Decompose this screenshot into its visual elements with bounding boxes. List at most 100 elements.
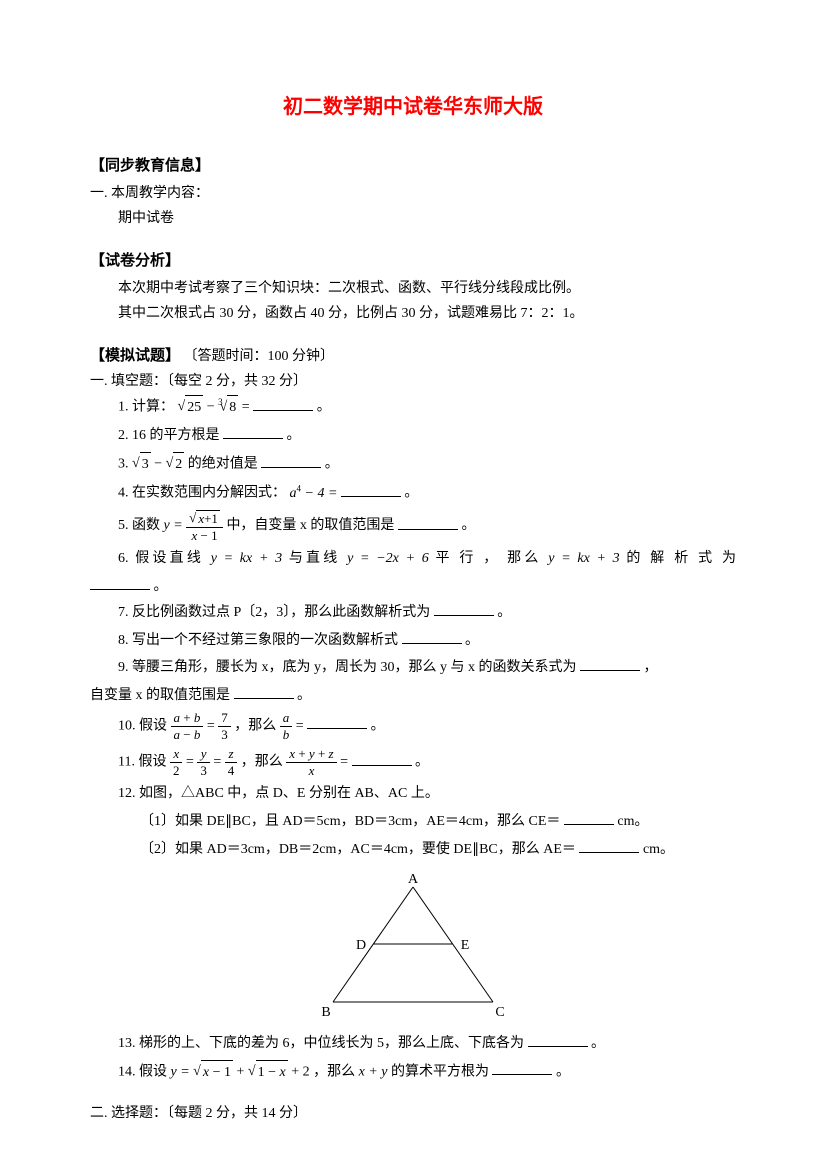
q5-suffix: 。 xyxy=(461,519,475,534)
question-12: 12. 如图，△ABC 中，点 D、E 分别在 AB、AC 上。 xyxy=(118,782,736,806)
q6-mid1: 与直线 xyxy=(289,551,347,566)
q2-text: 2. 16 的平方根是 xyxy=(118,428,220,443)
question-9: 9. 等腰三角形，腰长为 x，底为 y，周长为 30，那么 y 与 x 的函数关… xyxy=(118,656,736,680)
blank xyxy=(341,483,401,497)
blank xyxy=(434,602,494,616)
math-expr: y = −2x + 6 xyxy=(347,551,435,566)
question-2: 2. 16 的平方根是 。 xyxy=(118,424,736,448)
question-12-sub1: 〔1〕如果 DE∥BC，且 AD＝5cm，BD＝3cm，AE＝4cm，那么 CE… xyxy=(140,810,736,834)
mock-header: 【模拟试题】 xyxy=(90,348,180,364)
question-1: 1. 计算： √25 − 3√8 = 。 xyxy=(118,395,736,420)
q4-suffix: 。 xyxy=(404,486,418,501)
q1-prefix: 1. 计算： xyxy=(118,400,174,415)
fraction: 7 3 xyxy=(218,710,231,742)
q12-sub1: 〔1〕如果 DE∥BC，且 AD＝5cm，BD＝3cm，AE＝4cm，那么 CE… xyxy=(140,814,560,829)
q10-mid: ，那么 xyxy=(234,718,280,733)
analysis-line1: 本次期中考试考察了三个知识块：二次根式、函数、平行线分线段成比例。 xyxy=(118,277,736,301)
q13-text: 13. 梯形的上、下底的差为 6，中位线长为 5，那么上底、下底各为 xyxy=(118,1036,524,1051)
fraction: a + b a − b xyxy=(171,710,204,742)
q8-text: 8. 写出一个不经过第三象限的一次函数解析式 xyxy=(118,633,398,648)
q7-text: 7. 反比例函数过点 P〔2，3〕，那么此函数解析式为 xyxy=(118,605,430,620)
blank xyxy=(492,1061,552,1075)
math-expr: y = xyxy=(171,1064,194,1079)
blank xyxy=(402,630,462,644)
part2-header: 二. 选择题：〔每题 2 分，共 14 分〕 xyxy=(90,1102,736,1126)
sqrt-3: √3 xyxy=(132,452,151,477)
blank xyxy=(90,576,150,590)
triangle-diagram: A B C D E xyxy=(303,872,523,1022)
q13-suffix: 。 xyxy=(591,1036,605,1051)
cbrt-8: 3√8 xyxy=(218,395,238,420)
info-sub2: 期中试卷 xyxy=(118,207,736,231)
blank xyxy=(528,1033,588,1047)
analysis-header: 【试卷分析】 xyxy=(90,249,736,275)
math-expr: y = xyxy=(164,519,187,534)
q1-suffix: 。 xyxy=(317,400,331,415)
question-6-cont: 。 xyxy=(90,575,736,599)
question-8: 8. 写出一个不经过第三象限的一次函数解析式 。 xyxy=(118,629,736,653)
q3-prefix: 3. xyxy=(118,457,132,472)
blank xyxy=(398,516,458,530)
question-13: 13. 梯形的上、下底的差为 6，中位线长为 5，那么上底、下底各为 。 xyxy=(118,1032,736,1056)
sqrt-1-x: √1 − x xyxy=(248,1060,288,1085)
question-10: 10. 假设 a + b a − b = 7 3 ，那么 a b = 。 xyxy=(118,710,736,742)
q11-suffix: 。 xyxy=(415,755,429,770)
blank xyxy=(223,425,283,439)
question-14: 14. 假设 y = √x − 1 + √1 − x + 2 ，那么 x + y… xyxy=(118,1060,736,1085)
q10-suffix: 。 xyxy=(371,718,385,733)
fraction: z 4 xyxy=(225,746,238,778)
q12-sub2: 〔2〕如果 AD＝3cm，DB＝2cm，AC＝4cm，要使 DE∥BC，那么 A… xyxy=(140,842,576,857)
q10-prefix: 10. 假设 xyxy=(118,718,171,733)
q11-mid: ，那么 xyxy=(241,755,287,770)
question-6: 6. 假设直线 y = kx + 3 与直线 y = −2x + 6 平 行 ，… xyxy=(118,547,736,571)
sqrt-x-1: √x − 1 xyxy=(193,1060,233,1085)
info-sub1: 一. 本周教学内容： xyxy=(90,182,736,206)
math-expr: y = kx + 3 xyxy=(211,551,289,566)
analysis-line2: 其中二次根式占 30 分，函数占 40 分，比例占 30 分，试题难易比 7：2… xyxy=(118,302,736,326)
q14-suffix: 。 xyxy=(556,1064,570,1079)
q9-suffix: ， xyxy=(644,660,658,675)
question-12-sub2: 〔2〕如果 AD＝3cm，DB＝2cm，AC＝4cm，要使 DE∥BC，那么 A… xyxy=(140,838,736,862)
question-7: 7. 反比例函数过点 P〔2，3〕，那么此函数解析式为 。 xyxy=(118,601,736,625)
q14-mid2: 的算术平方根为 xyxy=(391,1064,489,1079)
q5-mid: 中，自变量 x 的取值范围是 xyxy=(226,519,394,534)
q14-mid: ，那么 xyxy=(313,1064,359,1079)
q6-prefix: 6. 假设直线 xyxy=(118,551,211,566)
q9-line2: 自变量 x 的取值范围是 xyxy=(90,688,230,703)
question-4: 4. 在实数范围内分解因式： a4 − 4 = 。 xyxy=(118,481,736,505)
q4-prefix: 4. 在实数范围内分解因式： xyxy=(118,486,286,501)
part1-header: 一. 填空题：〔每空 2 分，共 32 分〕 xyxy=(90,370,736,394)
q3-suffix: 。 xyxy=(325,457,339,472)
math-expr: x + y xyxy=(359,1064,388,1079)
q9-prefix: 9. 等腰三角形，腰长为 x，底为 y，周长为 30，那么 y 与 x 的函数关… xyxy=(118,660,577,675)
q6-suffix: 。 xyxy=(154,579,168,594)
blank xyxy=(234,685,294,699)
sqrt-2: √2 xyxy=(166,452,185,477)
label-C: C xyxy=(495,1005,504,1020)
question-11: 11. 假设 x 2 = y 3 = z 4 ，那么 x + y + z x =… xyxy=(118,746,736,778)
math-expr: a4 − 4 = xyxy=(290,486,341,501)
blank xyxy=(352,752,412,766)
label-D: D xyxy=(356,938,366,953)
blank xyxy=(307,715,367,729)
info-header: 【同步教育信息】 xyxy=(90,154,736,180)
label-B: B xyxy=(321,1005,330,1020)
question-9-cont: 自变量 x 的取值范围是 。 xyxy=(90,684,736,708)
page-title: 初二数学期中试卷华东师大版 xyxy=(90,90,736,124)
fraction: x + y + z x xyxy=(286,746,336,778)
fraction: y 3 xyxy=(197,746,210,778)
q2-suffix: 。 xyxy=(287,428,301,443)
q8-suffix: 。 xyxy=(465,633,479,648)
math-expr: y = kx + 3 xyxy=(548,551,626,566)
q12-sub2-suffix: cm。 xyxy=(643,842,674,857)
question-5: 5. 函数 y = √x+1 x − 1 中，自变量 x 的取值范围是 。 xyxy=(118,509,736,543)
q7-suffix: 。 xyxy=(497,605,511,620)
fraction: a b xyxy=(280,710,293,742)
blank xyxy=(261,454,321,468)
q14-prefix: 14. 假设 xyxy=(118,1064,171,1079)
label-E: E xyxy=(461,938,470,953)
fraction: √x+1 x − 1 xyxy=(186,509,223,543)
blank xyxy=(580,657,640,671)
q9-suffix2: 。 xyxy=(297,688,311,703)
fraction: x 2 xyxy=(170,746,183,778)
